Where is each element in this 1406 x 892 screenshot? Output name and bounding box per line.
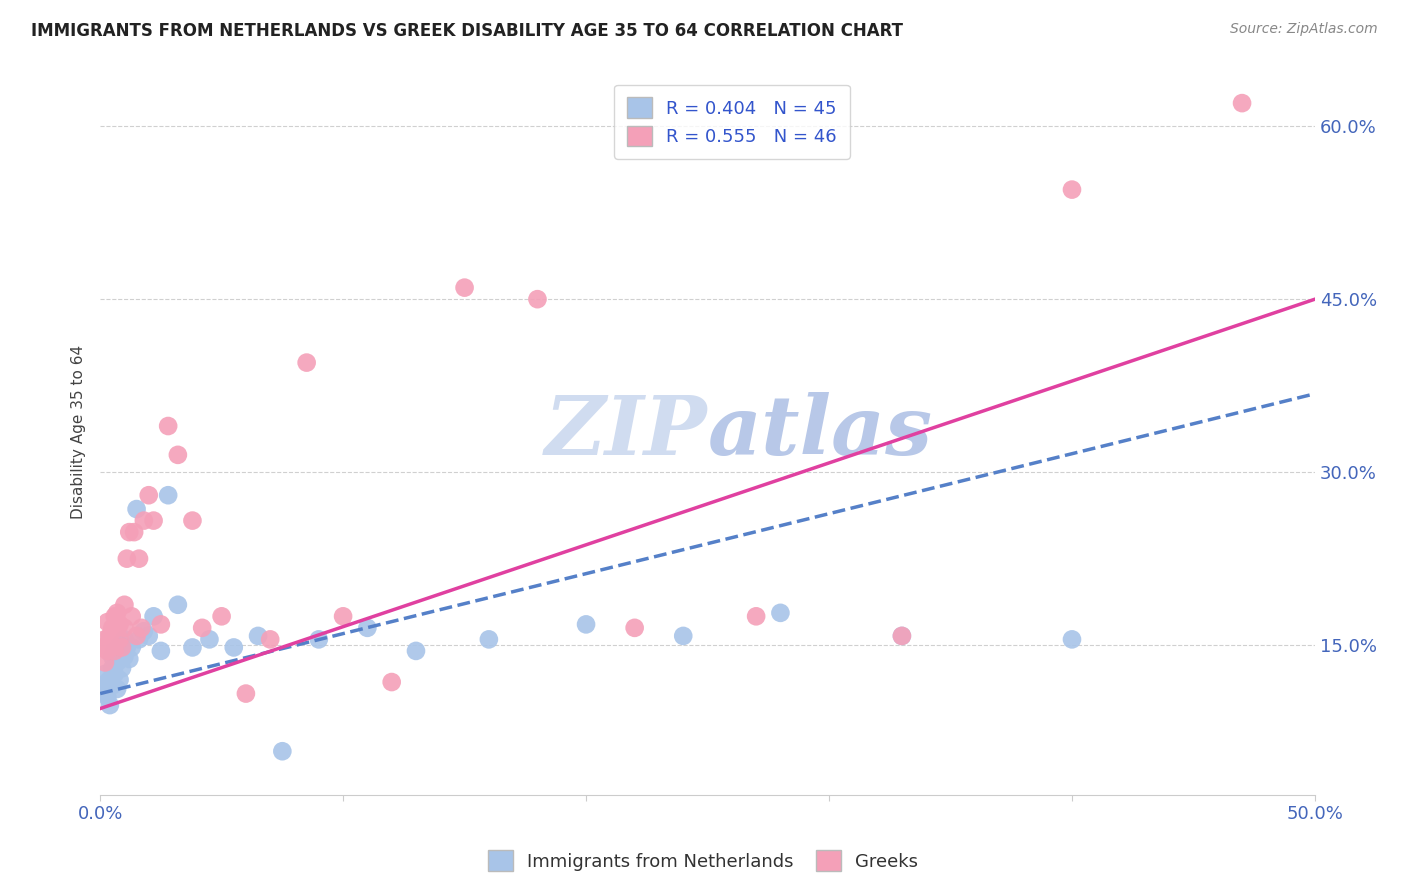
Point <box>108 617 131 632</box>
Text: ZIP: ZIP <box>546 392 707 472</box>
Point <box>108 673 131 687</box>
Text: atlas: atlas <box>707 392 932 472</box>
Point <box>138 629 160 643</box>
Point <box>125 502 148 516</box>
Point <box>453 280 475 294</box>
Point <box>98 673 121 687</box>
Point <box>121 640 143 655</box>
Point <box>198 632 221 647</box>
Point <box>128 632 150 647</box>
Point <box>167 598 190 612</box>
Point <box>111 661 134 675</box>
Point <box>672 629 695 643</box>
Point <box>101 649 124 664</box>
Point <box>181 514 204 528</box>
Point <box>108 632 131 647</box>
Y-axis label: Disability Age 35 to 64: Disability Age 35 to 64 <box>72 344 86 519</box>
Point <box>211 609 233 624</box>
Point <box>259 632 281 647</box>
Point <box>235 687 257 701</box>
Point <box>104 644 127 658</box>
Point <box>98 638 121 652</box>
Point <box>356 621 378 635</box>
Point <box>111 644 134 658</box>
Point <box>128 551 150 566</box>
Point <box>94 656 117 670</box>
Point <box>115 551 138 566</box>
Point <box>405 644 427 658</box>
Point <box>890 629 912 643</box>
Point <box>142 609 165 624</box>
Point <box>149 617 172 632</box>
Point <box>96 615 118 629</box>
Point <box>111 640 134 655</box>
Point <box>108 638 131 652</box>
Point <box>96 690 118 704</box>
Point <box>105 606 128 620</box>
Point <box>131 621 153 635</box>
Point <box>381 675 404 690</box>
Point <box>104 667 127 681</box>
Point <box>105 656 128 670</box>
Point <box>1060 632 1083 647</box>
Point <box>96 644 118 658</box>
Point <box>101 661 124 675</box>
Point <box>332 609 354 624</box>
Point <box>308 632 330 647</box>
Point <box>222 640 245 655</box>
Text: Source: ZipAtlas.com: Source: ZipAtlas.com <box>1230 22 1378 37</box>
Point <box>745 609 768 624</box>
Point <box>94 632 117 647</box>
Point <box>125 629 148 643</box>
Legend: Immigrants from Netherlands, Greeks: Immigrants from Netherlands, Greeks <box>481 843 925 879</box>
Text: IMMIGRANTS FROM NETHERLANDS VS GREEK DISABILITY AGE 35 TO 64 CORRELATION CHART: IMMIGRANTS FROM NETHERLANDS VS GREEK DIS… <box>31 22 903 40</box>
Point <box>157 419 180 434</box>
Point <box>96 675 118 690</box>
Point <box>101 621 124 635</box>
Point <box>122 525 145 540</box>
Point <box>104 609 127 624</box>
Point <box>101 640 124 655</box>
Point <box>575 617 598 632</box>
Point <box>104 644 127 658</box>
Point <box>271 744 294 758</box>
Point <box>478 632 501 647</box>
Point <box>94 687 117 701</box>
Point <box>121 609 143 624</box>
Point <box>623 621 645 635</box>
Point <box>105 681 128 696</box>
Point <box>98 629 121 643</box>
Point <box>890 629 912 643</box>
Point <box>94 667 117 681</box>
Point <box>105 621 128 635</box>
Point <box>295 355 318 369</box>
Point <box>167 448 190 462</box>
Point <box>112 632 135 647</box>
Point <box>118 652 141 666</box>
Point <box>98 698 121 712</box>
Point <box>132 514 155 528</box>
Point <box>112 649 135 664</box>
Point <box>112 621 135 635</box>
Point <box>132 624 155 639</box>
Point <box>526 292 548 306</box>
Legend: R = 0.404   N = 45, R = 0.555   N = 46: R = 0.404 N = 45, R = 0.555 N = 46 <box>614 85 849 159</box>
Point <box>247 629 270 643</box>
Point <box>181 640 204 655</box>
Point <box>157 488 180 502</box>
Point <box>112 598 135 612</box>
Point <box>91 679 114 693</box>
Point <box>149 644 172 658</box>
Point <box>118 525 141 540</box>
Point <box>91 640 114 655</box>
Point <box>138 488 160 502</box>
Point <box>101 679 124 693</box>
Point <box>142 514 165 528</box>
Point <box>1060 183 1083 197</box>
Point <box>1230 96 1253 111</box>
Point <box>769 606 792 620</box>
Point <box>191 621 214 635</box>
Point <box>115 640 138 655</box>
